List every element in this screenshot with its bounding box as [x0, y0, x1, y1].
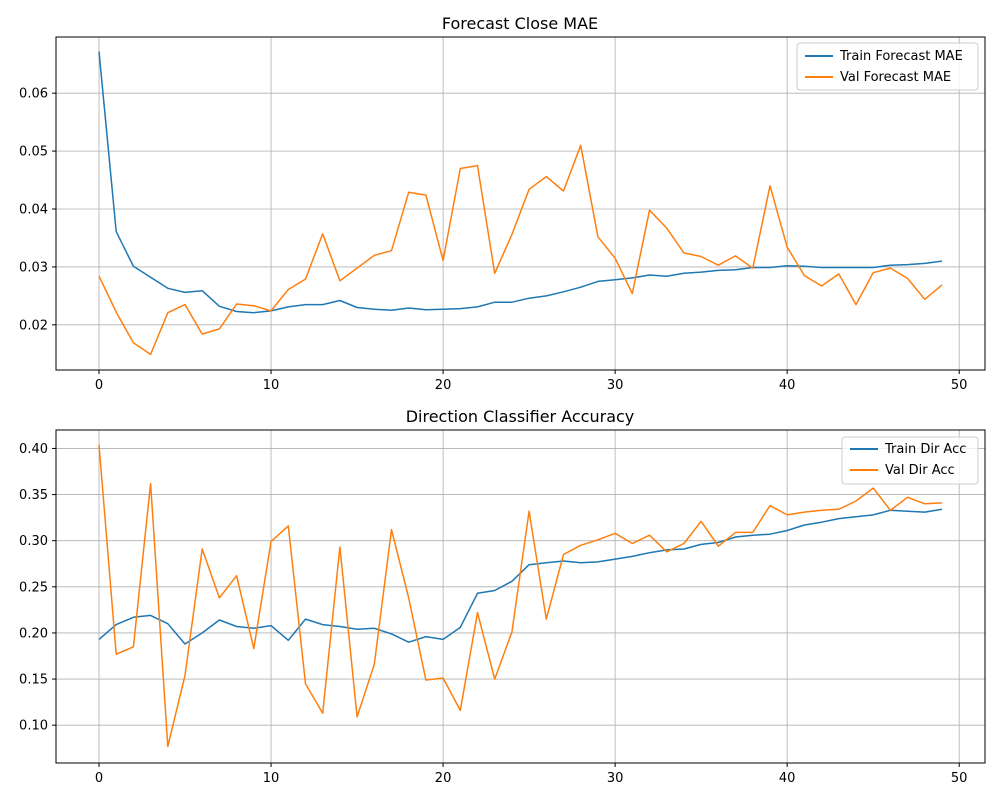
y-tick-label: 0.03 — [19, 260, 48, 275]
y-tick-label: 0.05 — [19, 145, 48, 160]
y-tick-label: 0.25 — [19, 580, 48, 595]
x-tick-label: 0 — [95, 771, 103, 786]
x-tick-label: 30 — [607, 378, 624, 393]
y-tick-label: 0.02 — [19, 318, 48, 333]
plot-area: 0 10 20 30 40 50 0.10 0.15 0.20 0.25 0.30 0.35 0.40 — [19, 429, 986, 786]
plot-area: 0 10 20 30 40 50 0.02 0.03 0.04 0.05 0.06 — [19, 36, 986, 393]
chart-title: Forecast Close MAE — [442, 14, 598, 33]
y-tick-label: 0.06 — [19, 87, 48, 102]
legend: Train Dir Acc Val Dir Acc — [841, 436, 979, 485]
y-tick-label: 0.04 — [19, 203, 48, 218]
y-tick-label: 0.35 — [19, 488, 48, 503]
x-tick-label: 40 — [779, 771, 796, 786]
x-tick-label: 40 — [779, 378, 796, 393]
y-tick-label: 0.40 — [19, 442, 48, 457]
y-tick-label: 0.15 — [19, 673, 48, 688]
series-line-val — [98, 144, 943, 356]
x-tick-label: 50 — [951, 771, 968, 786]
x-tick-label: 30 — [607, 771, 624, 786]
legend-label-train: Train Dir Acc — [884, 442, 966, 457]
chart-direction-accuracy: Direction Classifier Accuracy 0 10 20 30 40 5… — [19, 407, 986, 786]
legend-label-val: Val Forecast MAE — [840, 70, 951, 85]
axes-frame — [55, 429, 986, 764]
x-tick-label: 20 — [435, 378, 452, 393]
series-line-val — [98, 444, 943, 748]
y-tick-label: 0.30 — [19, 534, 48, 549]
x-tick-label: 10 — [263, 771, 280, 786]
chart-title: Direction Classifier Accuracy — [406, 407, 635, 426]
series-line-train — [98, 51, 943, 314]
axes-frame — [55, 36, 986, 371]
x-tick-label: 20 — [435, 771, 452, 786]
chart-forecast-mae: Forecast Close MAE 0 10 20 30 40 50 0.02 0.03 0.… — [19, 14, 986, 393]
legend-box — [796, 42, 979, 91]
legend-label-train: Train Forecast MAE — [839, 49, 963, 64]
legend: Train Forecast MAE Val Forecast MAE — [796, 42, 979, 91]
x-tick-label: 50 — [951, 378, 968, 393]
y-tick-label: 0.10 — [19, 719, 48, 734]
x-tick-label: 0 — [95, 378, 103, 393]
legend-label-val: Val Dir Acc — [885, 463, 955, 478]
x-tick-label: 10 — [263, 378, 280, 393]
y-tick-label: 0.20 — [19, 626, 48, 641]
